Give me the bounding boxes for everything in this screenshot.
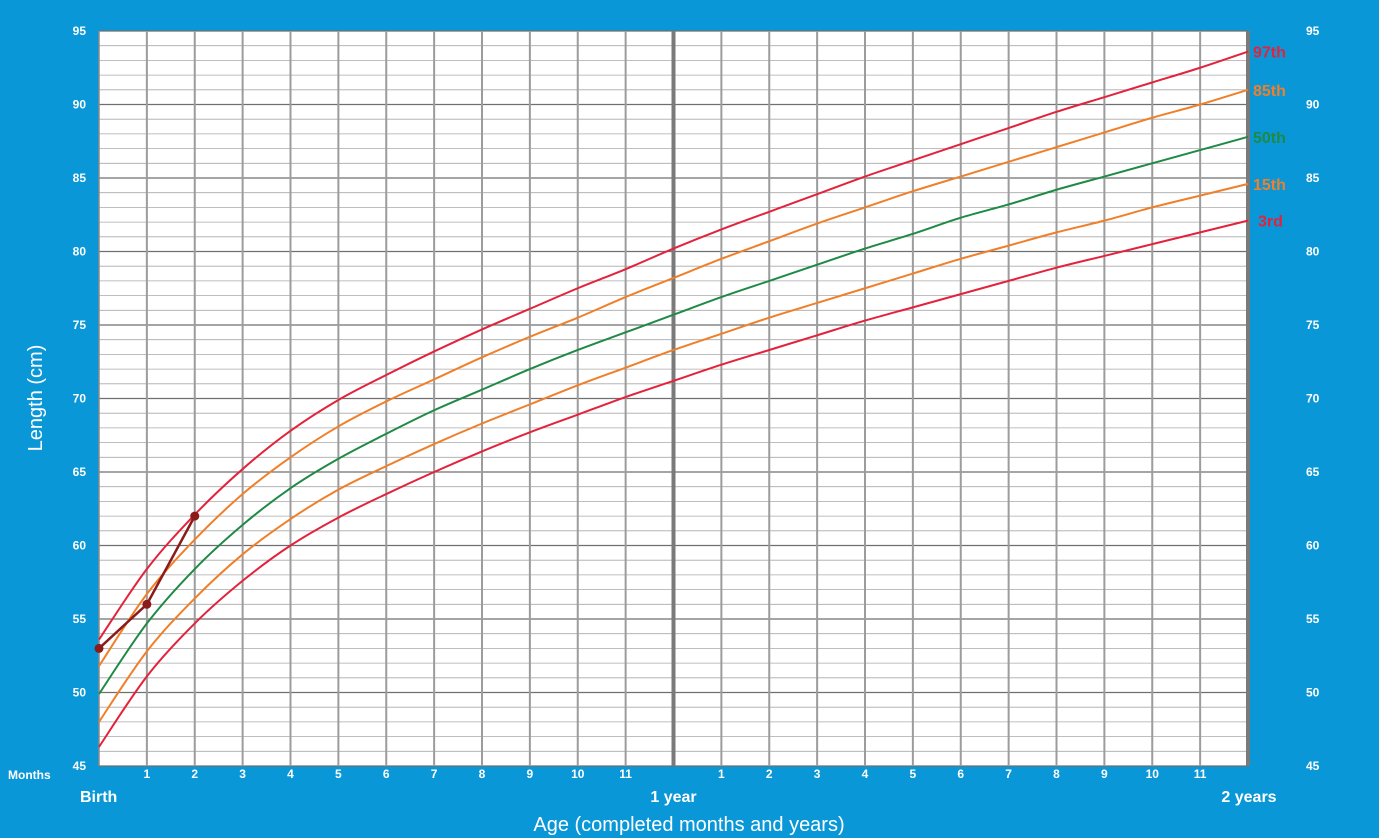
- percentile-label-50th: 50th: [1253, 130, 1286, 147]
- percentile-curves: 97th 85th 50th 15th 3rd: [98, 45, 1286, 748]
- y-tick-label-right: 75: [1306, 318, 1320, 332]
- x-tick-label: 10: [571, 767, 585, 781]
- y-tick-label-left: 55: [73, 612, 87, 626]
- y-tick-label-left: 65: [73, 465, 87, 479]
- x-tick-label: 1: [144, 767, 151, 781]
- x-tick-label: 2: [191, 767, 198, 781]
- x-tick-label: 7: [431, 767, 438, 781]
- y-tick-label-left: 80: [73, 245, 87, 259]
- percentile-label-15th: 15th: [1253, 177, 1286, 194]
- y-tick-label-right: 95: [1306, 24, 1320, 38]
- x-tick-label: 3: [239, 767, 246, 781]
- x-tick-label: 2: [766, 767, 773, 781]
- y-tick-label-left: 95: [73, 24, 87, 38]
- measurement-point: [190, 511, 200, 521]
- measurement-point: [94, 643, 104, 653]
- y-tick-label-right: 85: [1306, 171, 1320, 185]
- x-tick-label: 11: [1194, 767, 1207, 781]
- y-tick-label-right: 90: [1306, 98, 1320, 112]
- y-tick-label-left: 85: [73, 171, 87, 185]
- milestone-label: 2 years: [1221, 789, 1276, 806]
- measurement-series: [94, 511, 200, 653]
- x-tick-label: 10: [1146, 767, 1160, 781]
- measurement-point: [142, 599, 152, 609]
- x-tick-label: 6: [957, 767, 964, 781]
- x-tick-label: 8: [479, 767, 486, 781]
- y-tick-label-right: 70: [1306, 392, 1320, 406]
- y-tick-label-right: 55: [1306, 612, 1320, 626]
- y-tick-label-left: 45: [73, 759, 87, 773]
- percentile-line-15th: [98, 182, 1249, 723]
- x-tick-label: 9: [527, 767, 534, 781]
- x-tick-label: 1: [718, 767, 725, 781]
- x-tick-label: 9: [1101, 767, 1108, 781]
- y-tick-label-right: 45: [1306, 759, 1320, 773]
- percentile-label-97th: 97th: [1253, 45, 1286, 62]
- y-axis-title: Length (cm): [25, 345, 47, 452]
- y-tick-label-right: 80: [1306, 245, 1320, 259]
- y-tick-label-left: 50: [73, 686, 87, 700]
- x-tick-label: 11: [619, 767, 632, 781]
- x-tick-label: 7: [1005, 767, 1012, 781]
- x-tick-label: 5: [335, 767, 342, 781]
- percentile-line-3rd: [98, 219, 1249, 748]
- y-tick-label-left: 75: [73, 318, 87, 332]
- y-tick-label-right: 60: [1306, 539, 1320, 553]
- grid: [98, 30, 1250, 767]
- x-tick-label: 4: [862, 767, 869, 781]
- x-axis-title: Age (completed months and years): [533, 814, 844, 836]
- x-tick-label: 6: [383, 767, 390, 781]
- x-tick-label: 4: [287, 767, 294, 781]
- y-tick-label-left: 70: [73, 392, 87, 406]
- milestone-label: Birth: [80, 789, 117, 806]
- milestone-label: 1 year: [650, 789, 696, 806]
- y-tick-label-left: 90: [73, 98, 87, 112]
- x-tick-label: 8: [1053, 767, 1060, 781]
- y-tick-label-left: 60: [73, 539, 87, 553]
- months-label: Months: [8, 768, 51, 782]
- x-tick-label: 5: [910, 767, 917, 781]
- percentile-line-50th: [98, 135, 1249, 695]
- percentile-line-85th: [98, 88, 1249, 667]
- x-tick-label: 3: [814, 767, 821, 781]
- y-tick-label-right: 65: [1306, 465, 1320, 479]
- y-tick-label-right: 50: [1306, 686, 1320, 700]
- percentile-label-3rd: 3rd: [1258, 214, 1283, 231]
- percentile-label-85th: 85th: [1253, 83, 1286, 100]
- percentile-line-97th: [98, 50, 1249, 641]
